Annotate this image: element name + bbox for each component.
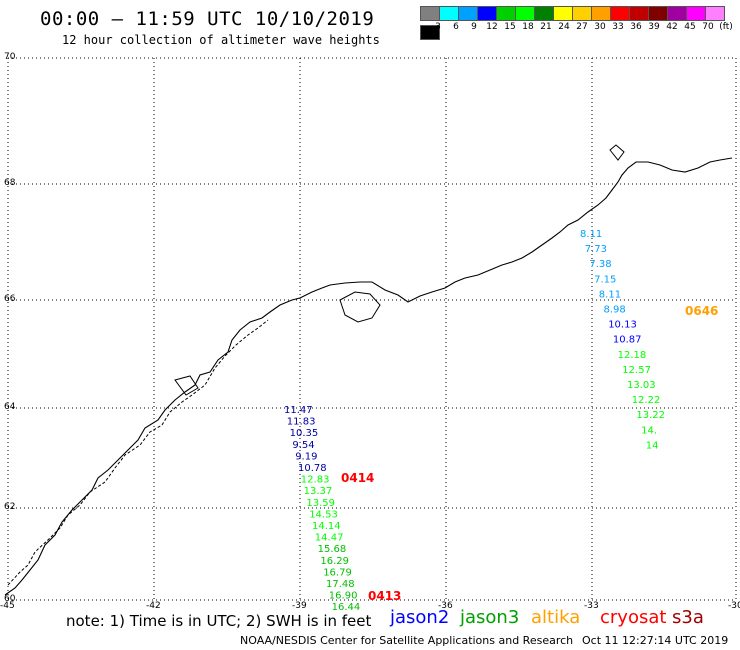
latitude-label: 60 xyxy=(4,594,16,604)
wave-height-value: 12.18 xyxy=(618,350,647,361)
scale-swatch xyxy=(705,6,725,21)
legend-item-s3a: s3a xyxy=(672,607,704,628)
longitude-label: -36 xyxy=(438,601,453,611)
scale-label: 70 xyxy=(702,22,714,32)
longitude-label: -33 xyxy=(584,601,599,611)
scale-label: 6 xyxy=(453,22,459,32)
wave-height-value: 14.53 xyxy=(309,509,338,520)
pass-time-label: 0413 xyxy=(368,589,401,603)
footnote: note: 1) Time is in UTC; 2) SWH is in fe… xyxy=(66,612,372,630)
scale-label: 12 xyxy=(486,22,498,32)
longitude-label: -30 xyxy=(728,601,740,611)
track-east: 8.11 7.73 7.38 7.15 8.11 8.98 10.13 10.87 12.18 1… xyxy=(580,229,718,451)
scale-label: 39 xyxy=(648,22,660,32)
wave-height-value: 8.98 xyxy=(604,305,626,316)
pass-time-label: 0646 xyxy=(685,304,718,318)
credit-line: NOAA/NESDIS Center for Satellite Applica… xyxy=(240,634,574,647)
longitude-label: -45 xyxy=(0,601,15,611)
wave-height-value: 13.59 xyxy=(306,498,335,509)
map-title: 00:00 – 11:59 UTC 10/10/2019 xyxy=(40,8,375,30)
latitude-label: 66 xyxy=(4,294,16,304)
wave-height-value: 16.44 xyxy=(332,602,361,613)
wave-height-value: 10.35 xyxy=(290,428,319,439)
track-west: 11.4711.8310.359.549.1910.7812.8313.3713… xyxy=(284,405,401,613)
wave-height-value: 12.57 xyxy=(622,365,651,376)
wave-height-value: 13.37 xyxy=(304,486,333,497)
wave-height-value: 14 xyxy=(646,440,659,451)
legend-item-cryosat: cryosat xyxy=(600,607,667,628)
wave-height-value: 17.48 xyxy=(326,579,355,590)
graticule xyxy=(7,57,737,601)
wave-height-value: 7.15 xyxy=(594,274,616,285)
scale-label: 30 xyxy=(594,22,606,32)
color-scale xyxy=(420,6,740,44)
wave-height-value: 8.11 xyxy=(580,229,602,240)
scale-label: 45 xyxy=(684,22,696,32)
wave-height-value: 16.90 xyxy=(329,591,358,602)
wave-height-value: 12.83 xyxy=(301,475,330,486)
wave-height-value: 9.19 xyxy=(295,451,317,462)
legend-item-jason2: jason2 xyxy=(390,607,450,628)
wave-height-value: 10.13 xyxy=(608,320,637,331)
latitude-label: 68 xyxy=(4,178,16,188)
wave-height-value: 13.22 xyxy=(636,410,665,421)
scale-label: 21 xyxy=(540,22,552,32)
scale-label: 24 xyxy=(558,22,570,32)
scale-label: 18 xyxy=(522,22,534,32)
wave-height-value: 7.73 xyxy=(585,244,607,255)
scale-label: 3 xyxy=(435,22,441,32)
wave-height-value: 12.22 xyxy=(632,395,661,406)
latitude-label: 64 xyxy=(4,402,16,412)
wave-height-value: 9.54 xyxy=(292,440,314,451)
wave-height-value: 15.68 xyxy=(318,544,347,555)
longitude-label: -42 xyxy=(146,601,161,611)
scale-label: 27 xyxy=(576,22,588,32)
wave-height-value: 10.78 xyxy=(298,463,327,474)
scale-label: 9 xyxy=(471,22,477,32)
wave-height-value: 11.83 xyxy=(287,417,316,428)
scale-label: 42 xyxy=(666,22,678,32)
wave-height-value: 8.11 xyxy=(599,289,621,300)
scale-label: (ft) xyxy=(719,22,733,32)
wave-height-value: 14.14 xyxy=(312,521,341,532)
wave-height-value: 16.29 xyxy=(320,556,349,567)
map-subtitle: 12 hour collection of altimeter wave hei… xyxy=(62,33,380,47)
scale-swatch xyxy=(420,25,440,40)
legend-item-altika: altika xyxy=(531,607,581,628)
scale-label: 33 xyxy=(612,22,624,32)
wave-height-value: 14. xyxy=(641,425,657,436)
scale-label: 15 xyxy=(504,22,516,32)
wave-height-value: 7.38 xyxy=(589,259,611,270)
latitude-label: 70 xyxy=(4,52,16,62)
legend-item-jason3: jason3 xyxy=(460,607,520,628)
generation-timestamp: Oct 11 12:27:14 UTC 2019 xyxy=(582,634,729,647)
wave-height-value: 13.03 xyxy=(627,380,656,391)
latitude-label: 62 xyxy=(4,502,16,512)
wave-height-value: 10.87 xyxy=(613,335,642,346)
wave-height-value: 14.47 xyxy=(315,533,344,544)
pass-time-label: 0414 xyxy=(341,471,374,485)
longitude-label: -39 xyxy=(292,601,307,611)
greenland-coastline xyxy=(4,144,733,596)
wave-height-value: 11.47 xyxy=(284,405,313,416)
scale-label: 36 xyxy=(630,22,642,32)
wave-height-value: 16.79 xyxy=(323,567,352,578)
